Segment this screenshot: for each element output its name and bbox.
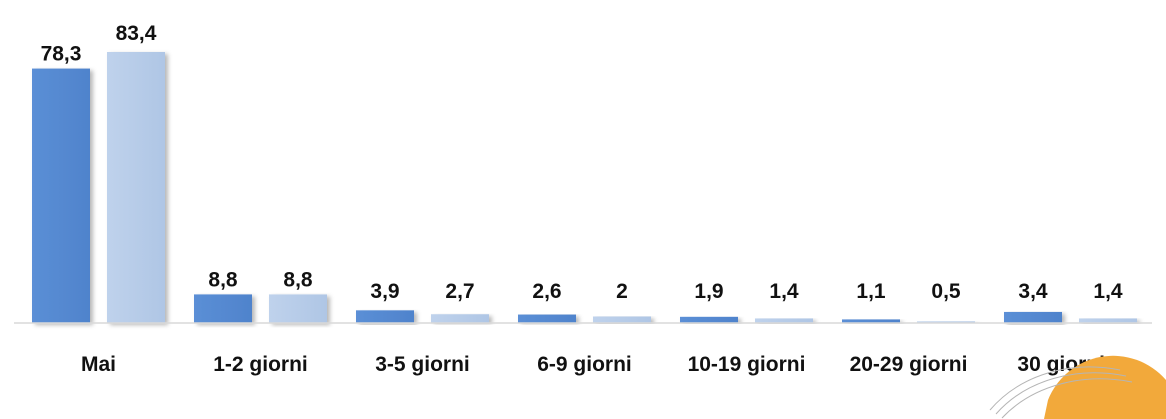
bar-1-2 [194,294,252,323]
bar-2-6 [917,321,975,323]
value-label-1-6: 1,1 [856,280,886,303]
value-label-2-6: 0,5 [931,280,961,303]
category-label-5-line-1: 10-19 giorni [688,353,806,376]
category-labels-group: Mai 1-2 giorni 3-5 giorni 6-9 giorni 10-19 g… [81,353,1124,412]
category-label-6-line-1: 20-29 giorni [850,353,968,376]
value-label-2-7: 1,4 [1093,280,1123,303]
category-label-1-line-1: Mai [81,353,116,376]
bars-group [32,52,1137,323]
bar-1-7 [1004,311,1062,323]
value-label-1-1: 78,3 [41,43,82,66]
category-label-2: 1-2 giorni [213,353,308,376]
bar-2-7 [1079,318,1137,323]
value-label-2-4: 2 [616,280,628,303]
value-label-2-5: 1,4 [769,280,799,303]
corner-logo [989,355,1166,419]
category-label-1: Mai [81,353,116,376]
value-label-1-5: 1,9 [694,280,723,303]
bar-1-1 [32,68,90,323]
bar-2-2 [269,294,327,323]
value-label-1-7: 3,4 [1018,280,1048,303]
value-label-2-1: 83,4 [116,22,157,45]
category-label-6: 20-29 giorni [850,353,968,376]
value-labels-group: 78,3 83,4 8,8 8,8 3,9 2,7 2,6 2 1,9 1,4 1,1 0,5 3,4 1… [41,22,1123,303]
bar-2-5 [755,318,813,323]
bar-1-5 [680,316,738,323]
bar-2-3 [431,314,489,323]
value-label-1-2: 8,8 [208,268,238,291]
value-label-2-2: 8,8 [283,268,313,291]
category-label-4-line-1: 6-9 giorni [537,353,632,376]
value-label-1-3: 3,9 [370,280,399,303]
category-label-5: 10-19 giorni [688,353,806,376]
value-label-2-3: 2,7 [445,280,474,303]
value-label-1-4: 2,6 [532,280,561,303]
category-label-3: 3-5 giorni [375,353,470,376]
bar-2-4 [593,316,651,323]
category-label-2-line-1: 1-2 giorni [213,353,308,376]
category-label-3-line-1: 3-5 giorni [375,353,470,376]
bar-1-4 [518,314,576,323]
category-label-4: 6-9 giorni [537,353,632,376]
bar-1-3 [356,310,414,323]
bar-1-6 [842,319,900,323]
bar-2-1 [107,52,165,323]
